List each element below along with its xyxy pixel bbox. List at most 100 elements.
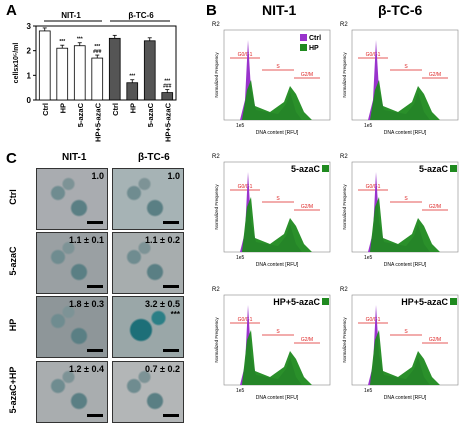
histogram-treated-shape	[242, 197, 312, 252]
micrograph-significance: ***	[170, 310, 180, 319]
x-axis-label: DNA content [RFU]	[384, 395, 427, 401]
panel-a-bar-chart: NIT-1 β-TC-6 0 1 2 3 cellsx10⁵/ml Ctrl *** HP *** 5…	[12, 10, 180, 150]
x-axis-label: DNA content [RFU]	[256, 130, 299, 136]
histogram-frame	[351, 294, 459, 386]
micrograph-fold-value: 1.0	[91, 171, 104, 181]
bar	[126, 82, 139, 101]
x-tick-label: 1e5	[236, 388, 245, 394]
x-axis-label: DNA content [RFU]	[256, 395, 299, 401]
phase-label: S	[276, 196, 280, 202]
phase-label: G0/G1	[366, 184, 381, 190]
group-header-btc6: β-TC-6	[128, 11, 154, 20]
bar	[38, 30, 51, 101]
x-axis-label: DNA content [RFU]	[384, 130, 427, 136]
micrograph-row-label: Ctrl	[8, 189, 18, 205]
histogram-treated-shape	[370, 197, 440, 252]
bar-annotation: ###	[163, 84, 172, 90]
histogram-frame	[351, 161, 459, 253]
histogram-svg: R2 G0/G1 S G2/M 1e5 DNA content [RFU] Normaliz…	[212, 287, 331, 401]
phase-label: G2/M	[301, 72, 313, 78]
phase-label: G2/M	[429, 337, 441, 343]
micrograph-row-label: 5-azaC+HP	[8, 366, 18, 414]
histogram-frame	[351, 29, 459, 121]
micrograph-fold-value: 1.1 ± 0.1	[69, 235, 104, 245]
x-tick-label: HP	[128, 103, 137, 113]
histogram-svg: R2 G0/G1 S G2/M 1e5 DNA content [RFU] Normaliz…	[212, 154, 331, 268]
row-title: 5-azaC	[419, 164, 449, 174]
panel-b-header-btc6: β-TC-6	[378, 2, 423, 18]
y-tick-label: 0	[27, 96, 32, 105]
micrograph: 0.7 ± 0.2	[112, 361, 184, 423]
bar-annotation: ***	[164, 79, 170, 85]
panel-c-header-btc6: β-TC-6	[138, 152, 170, 163]
phase-label: G0/G1	[238, 184, 253, 190]
histogram-2-btc6: R2 G0/G1 S G2/M 1e5 DNA content [RFU] Normaliz…	[338, 150, 460, 268]
bar-annotation: ***	[129, 74, 135, 80]
region-label: R2	[340, 287, 348, 293]
x-tick-label: 1e5	[364, 123, 373, 129]
panel-c-label: C	[6, 150, 17, 167]
row-title: HP+5-azaC	[273, 297, 320, 307]
x-tick-label: Ctrl	[41, 103, 50, 116]
group-header-nit1: NIT-1	[61, 11, 81, 20]
legend-swatch	[300, 44, 307, 51]
bar	[91, 57, 104, 101]
phase-label: G2/M	[301, 204, 313, 210]
bar-annotation: ###	[93, 49, 102, 55]
x-tick-label: 1e5	[364, 388, 373, 394]
micrograph-fold-value: 1.2 ± 0.4	[69, 364, 104, 374]
histogram-1-nit1: R2 G0/G1 S G2/M 1e5 DNA content [RFU] Normaliz…	[210, 18, 332, 136]
histogram-3-nit1: R2 G0/G1 S G2/M 1e5 DNA content [RFU] Normaliz…	[210, 283, 332, 401]
micrograph: 1.0	[36, 168, 108, 230]
micrograph: 1.0	[112, 168, 184, 230]
phase-label: G2/M	[301, 337, 313, 343]
micrograph: 1.1 ± 0.2	[112, 232, 184, 294]
bar-annotation: ***	[94, 44, 100, 50]
x-tick-label: HP	[58, 103, 67, 113]
y-axis-label: Normalized Frequency	[214, 317, 219, 363]
micrograph: 1.1 ± 0.1	[36, 232, 108, 294]
scale-bar	[163, 349, 179, 352]
row-title-swatch	[450, 298, 457, 305]
bar-chart-frame	[35, 25, 177, 101]
row-title-swatch	[322, 298, 329, 305]
region-label: R2	[340, 22, 348, 28]
panel-b-header-nit1: NIT-1	[262, 2, 297, 18]
region-label: R2	[212, 22, 220, 28]
phase-label: S	[276, 329, 280, 335]
histogram-svg: R2 G0/G1 S G2/M 1e5 DNA content [RFU] Normaliz…	[212, 22, 331, 136]
scale-bar	[163, 285, 179, 288]
row-title: 5-azaC	[291, 164, 321, 174]
region-label: R2	[212, 154, 220, 160]
phase-label: S	[404, 64, 408, 70]
scale-bar	[87, 349, 103, 352]
histogram-2-nit1: R2 G0/G1 S G2/M 1e5 DNA content [RFU] Normaliz…	[210, 150, 332, 268]
x-tick-label: 1e5	[364, 255, 373, 261]
phase-label: G0/G1	[238, 52, 253, 58]
scale-bar	[87, 414, 103, 417]
region-label: R2	[212, 287, 220, 293]
region-label: R2	[340, 154, 348, 160]
histogram-frame	[223, 29, 331, 121]
panel-b-label: B	[206, 2, 217, 19]
y-axis-label: cellsx10⁵/ml	[13, 43, 20, 84]
x-tick-label: HP+5-azaC	[163, 102, 172, 142]
legend-swatch	[300, 34, 307, 41]
y-tick-label: 2	[27, 47, 32, 56]
histogram-svg: R2 G0/G1 S G2/M 1e5 DNA content [RFU] Normaliz…	[340, 287, 459, 401]
micrograph-fold-value: 1.8 ± 0.3	[69, 299, 104, 309]
micrograph: 1.2 ± 0.4	[36, 361, 108, 423]
bar	[56, 47, 69, 101]
scale-bar	[163, 221, 179, 224]
x-tick-label: HP+5-azaC	[93, 102, 102, 142]
y-tick-label: 1	[27, 71, 32, 80]
phase-label: S	[404, 329, 408, 335]
y-tick-label: 3	[27, 22, 32, 31]
bar-chart-svg: NIT-1 β-TC-6 0 1 2 3 cellsx10⁵/ml Ctrl *** HP *** 5…	[13, 11, 177, 142]
histogram-svg: R2 G0/G1 S G2/M 1e5 DNA content [RFU] Normaliz…	[340, 154, 459, 268]
row-title-swatch	[322, 165, 329, 172]
histogram-1-btc6: R2 G0/G1 S G2/M 1e5 DNA content [RFU] Normaliz…	[338, 18, 460, 136]
histogram-treated-shape	[370, 80, 440, 120]
micrograph-fold-value: 3.2 ± 0.5	[145, 299, 180, 309]
row-title: HP+5-azaC	[401, 297, 448, 307]
